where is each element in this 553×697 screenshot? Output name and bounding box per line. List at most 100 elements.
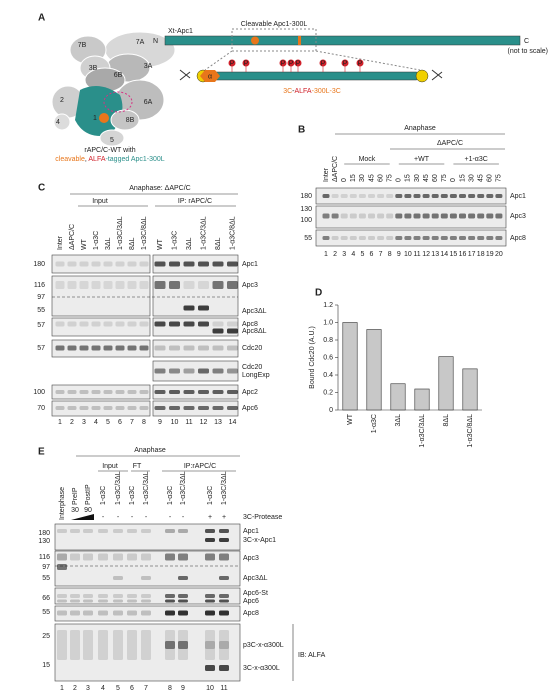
lane-header: 30 xyxy=(468,174,475,182)
mw-marker: 70 xyxy=(37,405,45,412)
tag-part: -300L- xyxy=(312,88,333,95)
scissors xyxy=(179,69,443,81)
band xyxy=(113,594,123,598)
phospho-label: P xyxy=(296,60,301,67)
subunit-label: 6B xyxy=(114,72,123,79)
mw-marker: 15 xyxy=(42,662,50,669)
lane-number: 10 xyxy=(404,251,412,258)
cleavage-site xyxy=(251,36,259,45)
blot xyxy=(152,317,239,337)
blot xyxy=(54,523,241,551)
band xyxy=(183,345,195,351)
lane-header: 1-α3C/3ΔL xyxy=(117,216,124,250)
band xyxy=(169,368,180,374)
band xyxy=(154,406,166,410)
band xyxy=(404,236,412,240)
lane-number: 10 xyxy=(171,419,179,426)
tag-part: ALFA xyxy=(294,88,311,95)
band xyxy=(98,599,108,603)
protein-label: p3C-x-α300L xyxy=(243,642,284,649)
lane-header: 1-α3C xyxy=(100,486,107,505)
lane-header: 0 xyxy=(450,178,457,182)
band xyxy=(55,261,65,267)
band xyxy=(413,213,421,219)
band xyxy=(440,236,448,240)
x-tick-label: WT xyxy=(347,413,354,425)
band xyxy=(103,321,113,327)
blot xyxy=(152,400,239,417)
band xyxy=(169,390,180,394)
lane-number: 5 xyxy=(106,419,110,426)
mw-marker: 130 xyxy=(300,206,312,213)
band xyxy=(127,599,137,603)
band xyxy=(198,305,209,311)
band xyxy=(67,261,77,267)
lane-header: 30 xyxy=(359,174,366,182)
y-tick-label: 0 xyxy=(329,407,333,414)
lane-number: 7 xyxy=(379,251,383,258)
band xyxy=(377,213,385,219)
y-tick-label: 1.0 xyxy=(323,319,333,326)
band xyxy=(55,390,65,394)
band xyxy=(113,599,123,603)
band xyxy=(70,553,80,561)
lane-number: 19 xyxy=(486,251,494,258)
protease-sign: - xyxy=(145,514,148,521)
band xyxy=(55,345,65,351)
band xyxy=(468,194,476,198)
phospho-label: P xyxy=(358,60,363,67)
band xyxy=(219,610,229,616)
band xyxy=(178,576,188,580)
band xyxy=(127,261,137,267)
protein-label: Apc3 xyxy=(510,213,526,220)
blot xyxy=(152,254,239,274)
band xyxy=(183,261,195,267)
blot xyxy=(51,275,151,317)
lane-number: 16 xyxy=(459,251,467,258)
band xyxy=(83,529,93,533)
lane-header: 8ΔL xyxy=(215,237,222,250)
band xyxy=(431,236,439,240)
blot xyxy=(51,317,151,337)
loop xyxy=(103,91,133,113)
band xyxy=(169,345,180,351)
band xyxy=(169,406,180,410)
lane-header: 1-α3C/3ΔL xyxy=(143,471,150,505)
band xyxy=(212,390,224,394)
band xyxy=(127,529,137,533)
protein-label: Cdc20 xyxy=(242,345,262,352)
subunit xyxy=(110,109,140,131)
band xyxy=(57,599,67,603)
band xyxy=(79,406,89,410)
band xyxy=(57,594,67,598)
band xyxy=(141,610,151,616)
y-tick-label: 1.2 xyxy=(323,302,333,309)
tag-part: 3C xyxy=(332,88,341,95)
band xyxy=(141,599,151,603)
phospho-label: P xyxy=(244,60,249,67)
band xyxy=(340,194,348,198)
lane-header: 1-α3C/3ΔL xyxy=(200,216,207,250)
protease-label: 3C-Protease xyxy=(243,514,282,521)
panel-label: A xyxy=(38,13,45,24)
band xyxy=(477,236,485,240)
band xyxy=(431,213,439,219)
band xyxy=(55,281,65,289)
band xyxy=(169,281,180,289)
lane-number: 9 xyxy=(158,419,162,426)
band xyxy=(413,236,421,240)
bar xyxy=(414,388,430,411)
band xyxy=(227,390,238,394)
band xyxy=(165,610,175,616)
mw-marker: 116 xyxy=(39,554,50,561)
phospho-site xyxy=(294,59,302,67)
label: Anaphase xyxy=(404,125,436,132)
band xyxy=(486,194,494,198)
lane-number: 1 xyxy=(58,419,62,426)
blot xyxy=(152,384,239,400)
lane-header: 15 xyxy=(459,174,466,182)
phospho-label: P xyxy=(343,60,348,67)
band xyxy=(449,194,457,198)
mw-marker: 57 xyxy=(37,345,45,352)
lane-number: 8 xyxy=(388,251,392,258)
